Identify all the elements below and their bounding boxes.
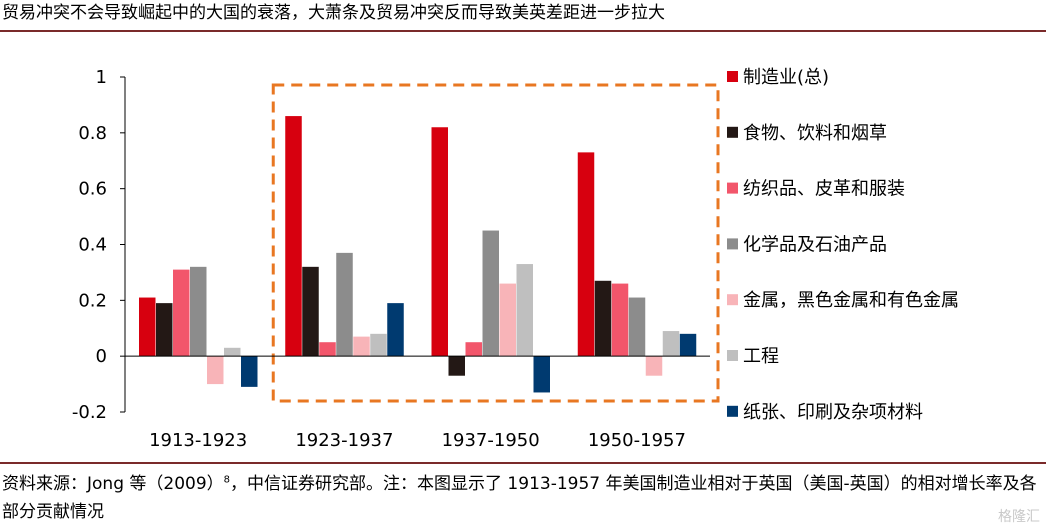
bar <box>499 283 516 357</box>
x-tick-label: 1950-1957 <box>588 430 686 451</box>
source-note-reference: 8 <box>223 474 231 486</box>
bar <box>370 333 387 357</box>
bar <box>241 356 258 387</box>
bar <box>645 356 663 376</box>
bar <box>173 269 190 357</box>
bar <box>482 230 499 357</box>
x-tick-label: 1913-1923 <box>149 430 247 451</box>
bar <box>319 342 336 357</box>
footnote-divider <box>0 462 1046 464</box>
legend-label: 制造业(总) <box>743 67 829 88</box>
legend-label: 工程 <box>743 346 779 367</box>
bar <box>448 356 465 376</box>
bar <box>465 342 482 357</box>
x-tick-label: 1937-1950 <box>442 430 540 451</box>
bar <box>207 356 224 385</box>
y-tick-label: 0.8 <box>78 123 107 144</box>
legend-swatch <box>727 350 738 361</box>
bar <box>139 297 156 357</box>
legend-label: 金属，黑色金属和有色金属 <box>743 290 959 311</box>
y-tick-label: 0 <box>96 346 107 367</box>
chart-title: 贸易冲突不会导致崛起中的大国的衰落，大萧条及贸易冲突反而导致美英差距进一步拉大 <box>2 3 665 23</box>
source-note-prefix: 资料来源：Jong 等（2009） <box>2 474 224 494</box>
bar <box>387 303 404 357</box>
legend-swatch <box>727 71 738 82</box>
legend-label: 纺织品、皮革和服装 <box>743 179 905 200</box>
legend-label: 食物、饮料和烟草 <box>743 123 887 144</box>
y-tick-label: 1 <box>96 67 107 88</box>
y-tick-label: -0.2 <box>72 402 107 423</box>
legend-swatch <box>727 126 738 138</box>
bar <box>336 252 353 357</box>
bar <box>190 266 207 357</box>
bar <box>516 264 533 357</box>
legend-label: 化学品及石油产品 <box>743 234 887 255</box>
bar <box>224 347 241 357</box>
bar-chart: -0.2 0 0.2 0.4 0.6 0.8 1 1913-1923 1923-1937 1937… <box>72 67 959 451</box>
bar <box>611 283 629 357</box>
bar <box>628 297 646 357</box>
bar <box>431 127 448 357</box>
legend-label: 纸张、印刷及杂项材料 <box>743 402 923 423</box>
source-note: 资料来源：Jong 等（2009）8，中信证券研究部。注：本图显示了 1913-… <box>2 470 1042 526</box>
bar <box>302 266 319 357</box>
bar <box>285 116 302 357</box>
bar <box>577 152 595 357</box>
x-tick-label: 1923-1937 <box>295 430 393 451</box>
bar <box>679 333 697 357</box>
bar <box>353 336 370 357</box>
y-tick-label: 0.2 <box>78 290 107 311</box>
bar <box>594 280 612 357</box>
title-divider <box>0 30 1046 32</box>
watermark-logo: 格隆汇 <box>998 509 1040 525</box>
bar <box>156 303 173 357</box>
bar <box>533 356 550 393</box>
legend-swatch <box>727 238 738 250</box>
bar <box>662 331 680 357</box>
legend-swatch <box>727 294 738 306</box>
legend-swatch <box>727 182 738 194</box>
y-tick-label: 0.4 <box>78 235 107 256</box>
highlight-box <box>271 83 720 403</box>
y-tick-label: 0.6 <box>78 179 107 200</box>
source-note-suffix: ，中信证券研究部。注：本图显示了 1913-1957 年美国制造业相对于英国（美… <box>2 474 1037 522</box>
legend-swatch <box>727 405 738 417</box>
